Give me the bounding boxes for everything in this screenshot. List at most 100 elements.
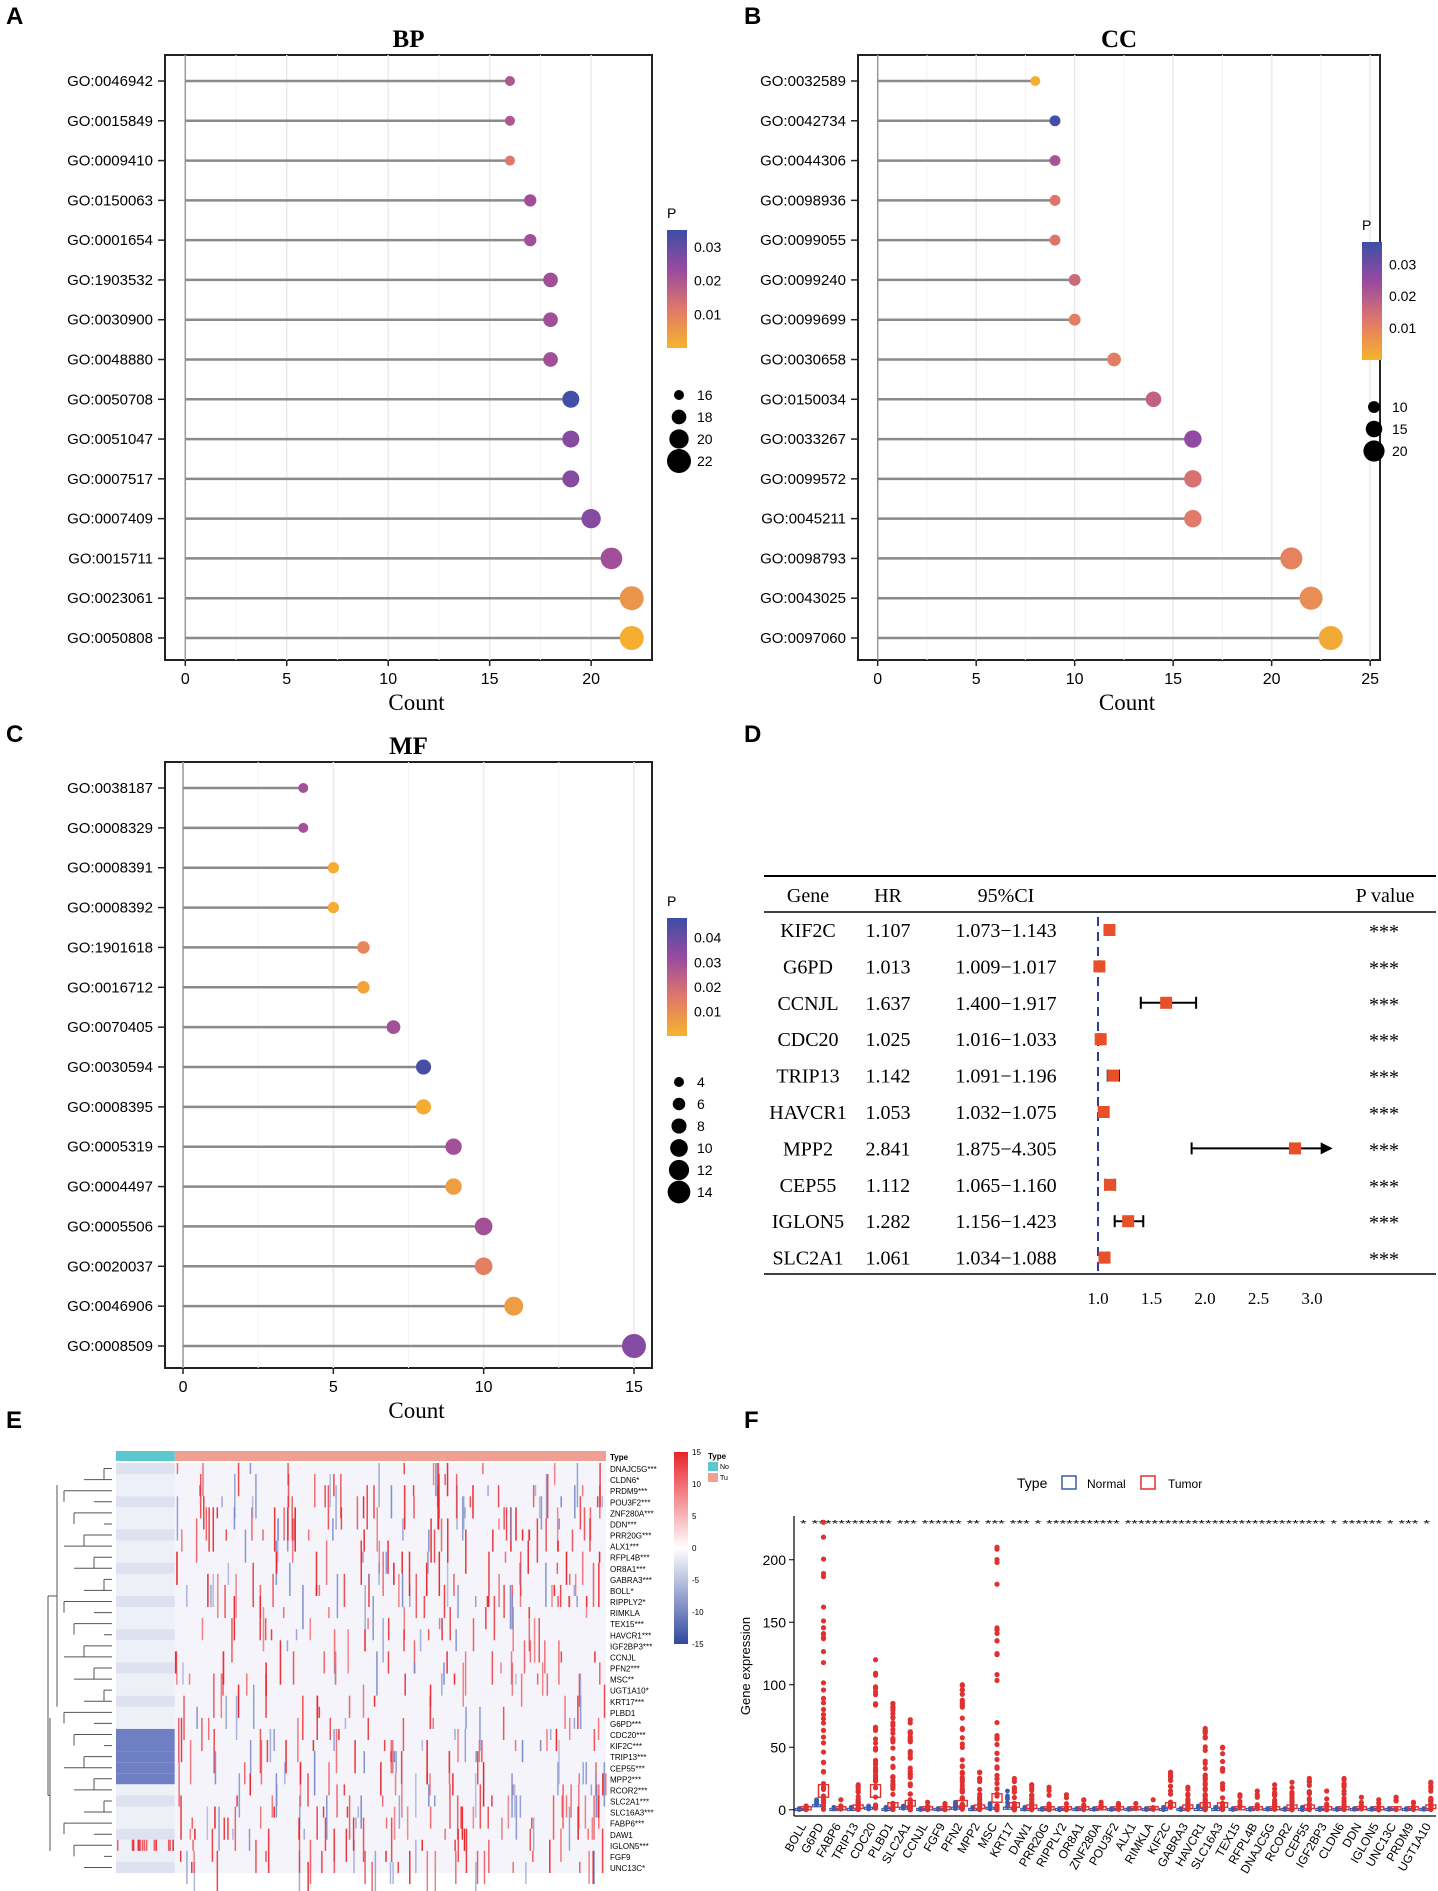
hr-point (1103, 1178, 1116, 1191)
heatmap-low-cell (368, 1573, 370, 1585)
heatmap-high-cell (598, 1562, 600, 1608)
heatmap-high-cell (175, 1651, 178, 1674)
legend-title: Type (1017, 1475, 1048, 1491)
heatmap-high-cell (479, 1784, 482, 1829)
tumor-outlier (907, 1749, 913, 1755)
row-ci: 1.156−1.423 (955, 1211, 1056, 1233)
heatmap-low-cell (511, 1595, 513, 1630)
heatmap-high-cell (427, 1629, 430, 1641)
heatmap-normal-row (116, 1573, 175, 1585)
tumor-outlier (1115, 1806, 1122, 1812)
heatmap-low-cell (235, 1695, 238, 1741)
tumor-outlier (907, 1765, 913, 1771)
heatmap-high-cell (601, 1828, 604, 1873)
heatmap-low-cell (244, 1529, 247, 1563)
heatmap-high-cell (401, 1551, 403, 1574)
size-legend-dot (671, 1118, 687, 1134)
size-legend-label: 10 (1392, 399, 1408, 415)
x-tick-label: 10 (379, 671, 397, 688)
tumor-outlier (907, 1774, 913, 1780)
heatmap-low-cell (221, 1496, 223, 1508)
heatmap-high-cell (545, 1518, 547, 1552)
heatmap-normal-row (116, 1728, 175, 1741)
heatmap-high-cell (179, 1850, 182, 1862)
tumor-outlier (1237, 1802, 1243, 1808)
go-term-label: GO:0008395 (67, 1099, 153, 1116)
heatmap-high-cell (502, 1706, 505, 1741)
heatmap-tumor-row (174, 1573, 607, 1585)
heatmap-high-cell (500, 1662, 502, 1674)
heatmap-high-cell (327, 1485, 330, 1530)
lollipop-point (415, 1099, 432, 1115)
go-term-label: GO:0048880 (67, 352, 153, 369)
heatmap-low-cell (515, 1673, 517, 1685)
tumor-outlier (890, 1745, 896, 1751)
p-legend-title: P (1362, 217, 1371, 233)
lollipop-point (562, 430, 580, 448)
heatmap-low-cell (302, 1584, 304, 1630)
lollipop-point (581, 508, 601, 529)
heatmap-low-cell (511, 1773, 513, 1818)
heatmap-high-cell (213, 1728, 215, 1774)
tumor-outlier (959, 1764, 965, 1770)
tumor-outlier (1324, 1801, 1330, 1807)
tumor-outlier (872, 1689, 879, 1695)
row-hr: 1.107 (866, 920, 911, 942)
heatmap-high-cell (476, 1850, 479, 1885)
heatmap-low-cell (357, 1806, 360, 1818)
heatmap-high-cell (423, 1595, 426, 1619)
heatmap-low-cell (428, 1529, 430, 1552)
tumor-outlier (1428, 1797, 1434, 1803)
heatmap-high-cell (191, 1817, 194, 1829)
tumor-outlier (820, 1534, 827, 1540)
heatmap-high-cell (491, 1651, 494, 1685)
heatmap-high-cell (178, 1762, 180, 1807)
lollipop-point (543, 312, 558, 328)
heatmap-normal-row (116, 1773, 175, 1785)
heatmap-high-cell (581, 1551, 584, 1585)
p-colorbar-label: 0.01 (694, 306, 721, 322)
tumor-outlier (1272, 1797, 1278, 1803)
x-tick-label: 1.5 (1141, 1289, 1162, 1308)
heatmap-gene-label: SLC16A3*** (610, 1809, 654, 1818)
heatmap-high-cell (603, 1684, 606, 1718)
tumor-outlier (1011, 1802, 1017, 1808)
heatmap-normal-row (116, 1684, 175, 1696)
heatmap-high-cell (527, 1540, 529, 1574)
heatmap-high-cell (213, 1673, 215, 1718)
heatmap-tumor-row (174, 1496, 607, 1508)
heatmap-high-cell (394, 1773, 397, 1796)
heatmap-high-cell (532, 1485, 535, 1508)
heatmap-colorbar-label: -15 (692, 1640, 704, 1649)
heatmap-high-cell (141, 1839, 144, 1851)
x-tick-label: 20 (582, 671, 600, 688)
heatmap-high-cell (599, 1662, 601, 1685)
heatmap-low-cell (401, 1573, 404, 1608)
heatmap-low-cell (206, 1806, 209, 1840)
heatmap-high-cell (415, 1573, 418, 1619)
heatmap-gene-label: RFPL4B*** (610, 1554, 650, 1563)
heatmap-high-cell (413, 1640, 416, 1674)
heatmap-gene-label: CEP55*** (610, 1764, 645, 1773)
heatmap-high-cell (347, 1629, 349, 1674)
heatmap-low-cell (515, 1795, 518, 1840)
heatmap-low-cell (227, 1562, 230, 1585)
heatmap-high-cell (343, 1784, 346, 1796)
heatmap-normal-row (116, 1751, 175, 1763)
heatmap-gene-label: PLBD1 (610, 1709, 636, 1718)
x-tick-label: 5 (972, 671, 981, 688)
tumor-outlier (1341, 1783, 1347, 1789)
heatmap-high-cell (318, 1706, 321, 1718)
heatmap-low-cell (573, 1584, 576, 1596)
tumor-outlier (1202, 1744, 1208, 1750)
legend-tumor-swatch (1140, 1475, 1156, 1490)
row-pvalue: *** (1369, 1139, 1399, 1161)
tumor-outlier (977, 1786, 983, 1793)
heatmap-tumor-row (174, 1717, 607, 1729)
x-axis-label: Count (388, 1398, 445, 1423)
heatmap-low-cell (539, 1740, 542, 1752)
heatmap-high-cell (482, 1463, 484, 1475)
normal-max-point (1282, 1806, 1288, 1811)
tumor-max-point (1393, 1794, 1399, 1800)
tumor-max-point (1063, 1792, 1070, 1798)
